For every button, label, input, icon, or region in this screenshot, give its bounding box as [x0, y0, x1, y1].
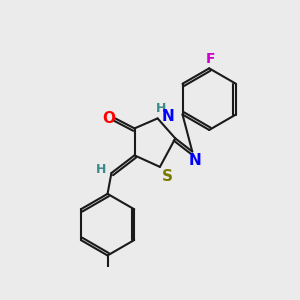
Text: N: N: [189, 153, 202, 168]
Text: H: H: [95, 163, 106, 176]
Text: O: O: [103, 111, 116, 126]
Text: F: F: [206, 52, 215, 66]
Text: N: N: [162, 110, 175, 124]
Text: S: S: [162, 169, 173, 184]
Text: H: H: [155, 102, 166, 115]
